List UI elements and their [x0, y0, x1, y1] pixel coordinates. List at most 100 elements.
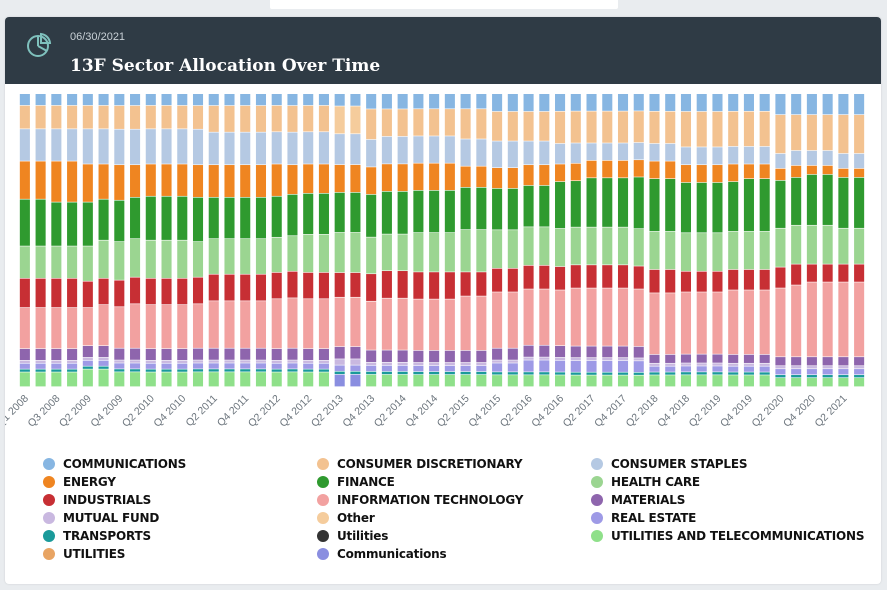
bar-segment[interactable]	[586, 265, 597, 288]
bar-segment[interactable]	[523, 141, 534, 165]
bar-segment[interactable]	[617, 265, 629, 288]
bar-segment[interactable]	[680, 233, 692, 271]
bar-segment[interactable]	[413, 362, 424, 366]
bar-segment[interactable]	[460, 365, 471, 372]
bar-segment[interactable]	[208, 132, 219, 165]
bar-segment[interactable]	[649, 372, 660, 375]
bar-segment[interactable]	[192, 360, 204, 363]
bar-segment[interactable]	[350, 106, 361, 134]
bar-segment[interactable]	[665, 178, 676, 232]
bar-segment[interactable]	[366, 167, 377, 195]
bar-segment[interactable]	[728, 354, 739, 363]
bar-segment[interactable]	[617, 375, 629, 387]
bar-segment[interactable]	[539, 360, 550, 372]
bar-segment[interactable]	[665, 363, 676, 366]
bar-segment[interactable]	[680, 363, 692, 366]
bar-segment[interactable]	[67, 129, 78, 161]
bar-segment[interactable]	[602, 178, 613, 227]
bar-segment[interactable]	[51, 94, 62, 106]
bar-segment[interactable]	[523, 94, 534, 112]
bar-segment[interactable]	[492, 292, 503, 348]
bar-segment[interactable]	[523, 372, 534, 375]
bar-segment[interactable]	[791, 225, 802, 264]
bar-segment[interactable]	[444, 109, 455, 136]
bar-segment[interactable]	[381, 371, 392, 375]
bar-segment[interactable]	[114, 129, 125, 165]
bar-segment[interactable]	[67, 369, 78, 372]
bar-segment[interactable]	[224, 301, 235, 348]
bar-segment[interactable]	[523, 111, 534, 141]
bar-segment[interactable]	[602, 160, 613, 178]
bar-segment[interactable]	[791, 177, 802, 225]
bar-segment[interactable]	[114, 372, 125, 387]
bar-segment[interactable]	[240, 372, 251, 387]
bar-segment[interactable]	[712, 147, 723, 165]
bar-segment[interactable]	[586, 143, 597, 161]
bar-segment[interactable]	[35, 348, 46, 361]
bar-segment[interactable]	[665, 372, 676, 375]
bar-segment[interactable]	[255, 165, 267, 197]
bar-segment[interactable]	[838, 366, 849, 369]
bar-segment[interactable]	[208, 301, 219, 348]
bar-segment[interactable]	[177, 278, 188, 305]
bar-segment[interactable]	[19, 348, 30, 361]
legend-item[interactable]: CONSUMER STAPLES	[591, 457, 747, 471]
bar-segment[interactable]	[822, 94, 833, 115]
bar-segment[interactable]	[413, 163, 424, 191]
bar-segment[interactable]	[240, 301, 251, 348]
bar-segment[interactable]	[240, 105, 251, 132]
bar-segment[interactable]	[555, 357, 566, 361]
bar-segment[interactable]	[775, 288, 786, 357]
bar-segment[interactable]	[633, 361, 644, 373]
bar-segment[interactable]	[318, 164, 329, 194]
bar-segment[interactable]	[303, 132, 314, 164]
bar-segment[interactable]	[570, 227, 581, 265]
bar-segment[interactable]	[177, 94, 188, 106]
bar-segment[interactable]	[854, 369, 865, 375]
bar-segment[interactable]	[177, 129, 188, 164]
bar-segment[interactable]	[476, 94, 487, 109]
bar-segment[interactable]	[130, 105, 141, 129]
bar-segment[interactable]	[822, 225, 833, 264]
bar-segment[interactable]	[570, 357, 581, 361]
bar-segment[interactable]	[366, 374, 377, 387]
bar-segment[interactable]	[67, 372, 78, 387]
bar-segment[interactable]	[98, 129, 109, 164]
bar-segment[interactable]	[35, 369, 46, 372]
bar-segment[interactable]	[728, 269, 739, 290]
bar-segment[interactable]	[476, 166, 487, 188]
bar-segment[interactable]	[224, 165, 235, 197]
bar-segment[interactable]	[649, 354, 660, 363]
bar-segment[interactable]	[680, 182, 692, 233]
bar-segment[interactable]	[665, 269, 676, 293]
bar-segment[interactable]	[397, 374, 408, 387]
bar-segment[interactable]	[130, 363, 141, 369]
bar-segment[interactable]	[586, 360, 597, 372]
bar-segment[interactable]	[334, 106, 345, 134]
bar-segment[interactable]	[523, 265, 534, 289]
bar-segment[interactable]	[460, 109, 471, 139]
bar-segment[interactable]	[287, 298, 298, 348]
bar-segment[interactable]	[271, 372, 282, 387]
bar-segment[interactable]	[854, 357, 865, 366]
bar-segment[interactable]	[743, 290, 754, 355]
bar-segment[interactable]	[507, 292, 518, 348]
bar-segment[interactable]	[539, 357, 550, 360]
bar-segment[interactable]	[208, 348, 219, 360]
bar-segment[interactable]	[791, 285, 802, 357]
bar-segment[interactable]	[145, 363, 156, 369]
bar-segment[interactable]	[287, 271, 298, 298]
bar-segment[interactable]	[177, 372, 188, 387]
bar-segment[interactable]	[838, 168, 849, 178]
bar-segment[interactable]	[806, 378, 817, 387]
bar-segment[interactable]	[602, 346, 613, 358]
bar-segment[interactable]	[806, 174, 817, 225]
bar-segment[interactable]	[114, 307, 125, 348]
bar-segment[interactable]	[255, 132, 267, 165]
bar-segment[interactable]	[696, 233, 707, 271]
bar-segment[interactable]	[507, 360, 518, 363]
bar-segment[interactable]	[224, 132, 235, 165]
bar-segment[interactable]	[476, 296, 487, 351]
bar-segment[interactable]	[192, 372, 204, 387]
bar-segment[interactable]	[775, 114, 786, 154]
